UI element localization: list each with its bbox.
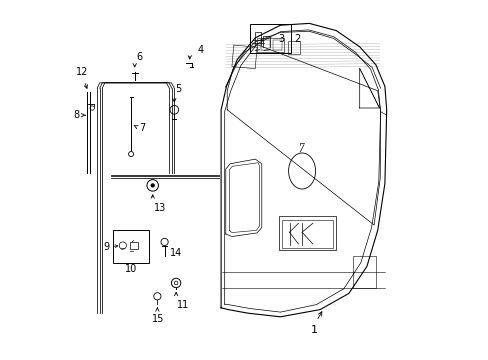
Text: 15: 15 — [152, 314, 164, 324]
Bar — [130, 242, 138, 249]
Text: 11: 11 — [177, 300, 189, 310]
Bar — [278, 216, 336, 250]
Text: 2: 2 — [294, 34, 300, 44]
Bar — [231, 45, 257, 69]
Text: 14: 14 — [170, 248, 182, 258]
Text: 12: 12 — [76, 67, 88, 77]
Bar — [281, 220, 333, 248]
Text: 3: 3 — [278, 34, 284, 44]
Text: 5: 5 — [175, 84, 181, 94]
Text: 1: 1 — [310, 325, 318, 335]
Text: 13: 13 — [153, 203, 166, 213]
Bar — [272, 40, 281, 50]
Bar — [352, 256, 375, 288]
Circle shape — [174, 281, 178, 285]
Text: 8: 8 — [74, 110, 80, 120]
Text: 10: 10 — [125, 264, 137, 274]
Circle shape — [128, 152, 133, 157]
Text: 4: 4 — [197, 45, 203, 55]
Text: 6: 6 — [136, 52, 142, 62]
Bar — [257, 38, 284, 52]
Circle shape — [151, 184, 154, 187]
Text: 9: 9 — [103, 242, 109, 252]
Bar — [249, 24, 291, 53]
Text: 7: 7 — [139, 123, 145, 133]
Bar — [260, 40, 269, 50]
Bar — [113, 230, 149, 263]
Bar — [287, 41, 300, 54]
